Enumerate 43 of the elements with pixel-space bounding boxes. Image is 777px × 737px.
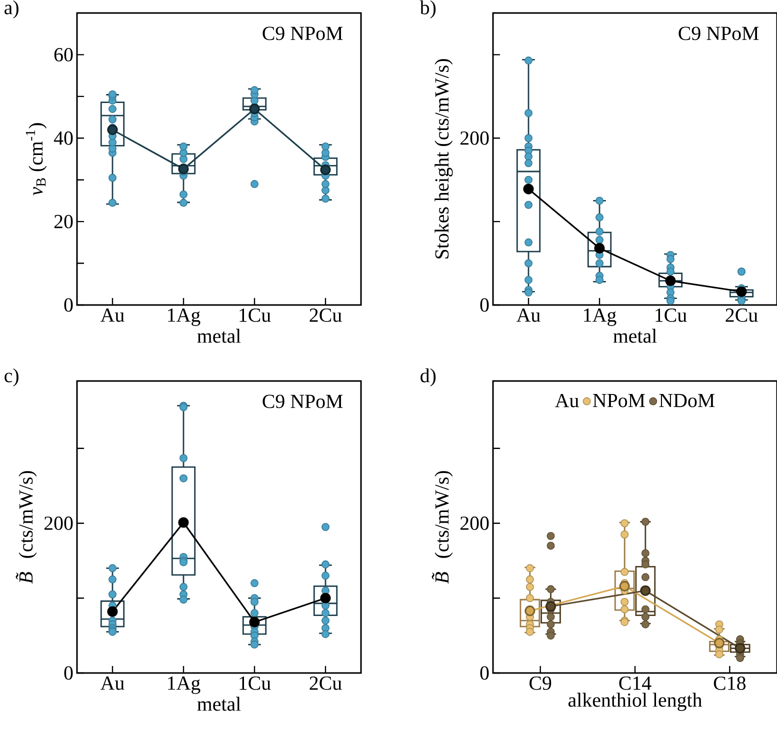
chart-title: a) <box>4 0 18 18</box>
x-axis-title: metal <box>197 328 241 343</box>
x-axis-title: alkenthiol length <box>568 692 702 711</box>
x-tick-label: 1Cu <box>240 308 271 322</box>
y-tick-label: 200 <box>44 516 73 530</box>
x-axis-title: metal <box>197 696 241 711</box>
x-tick-label: 2Cu <box>310 308 342 322</box>
chart-title: b) <box>420 0 436 18</box>
legend-label: NDoM <box>659 394 715 408</box>
x-tick-label: Au <box>516 308 540 322</box>
y-axis-title: ν$_{B}$ (cm$^{-1}$) <box>26 123 47 196</box>
annotation: C9 NPoM <box>678 26 759 40</box>
legend-title: Au <box>555 394 579 408</box>
x-tick-label: C9 <box>530 676 552 690</box>
x-tick-label: Au <box>100 676 124 690</box>
chart-title: d) <box>420 368 436 386</box>
y-axis-title: Stokes height (cts/mW/s) <box>434 59 453 258</box>
x-tick-label: 1Ag <box>168 308 200 326</box>
y-axis-title: B̃ (cts/mW/s) <box>432 471 453 584</box>
y-tick-label: 40 <box>54 131 73 145</box>
legend-label: NPoM <box>592 394 645 408</box>
x-axis-title: metal <box>613 328 657 343</box>
y-tick-label: 0 <box>64 298 73 312</box>
annotation: C9 NPoM <box>262 394 343 408</box>
y-tick-label: 0 <box>64 666 73 680</box>
x-tick-label: 1Ag <box>168 676 200 694</box>
x-tick-label: 1Ag <box>584 308 616 326</box>
x-tick-label: 2Cu <box>310 676 342 690</box>
x-tick-label: 1Cu <box>656 308 687 322</box>
y-tick-label: 0 <box>480 666 489 680</box>
y-axis-title: B̃ (cts/mW/s) <box>16 471 37 584</box>
x-tick-label: 1Cu <box>240 676 271 690</box>
chart-title: c) <box>4 368 18 386</box>
x-tick-label: Au <box>100 308 124 322</box>
x-tick-label: C18 <box>714 676 746 690</box>
y-tick-label: 60 <box>54 48 73 62</box>
y-tick-label: 20 <box>54 214 73 228</box>
x-tick-label: C14 <box>619 676 652 690</box>
y-tick-label: 200 <box>460 516 489 530</box>
y-tick-label: 200 <box>460 131 489 145</box>
y-tick-label: 0 <box>480 298 489 312</box>
annotation: C9 NPoM <box>262 26 343 40</box>
x-tick-label: 2Cu <box>726 308 758 322</box>
